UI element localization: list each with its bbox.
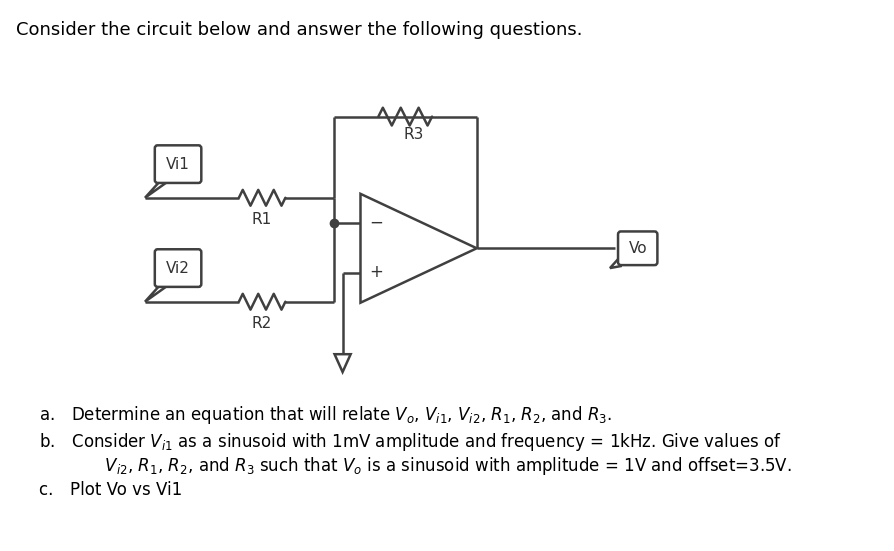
- FancyBboxPatch shape: [155, 145, 201, 183]
- Text: R1: R1: [252, 212, 273, 226]
- FancyBboxPatch shape: [618, 231, 657, 265]
- Text: c. Plot Vo vs Vi1: c. Plot Vo vs Vi1: [38, 481, 181, 499]
- Text: −: −: [369, 213, 384, 231]
- Text: a. Determine an equation that will relate $V_o$, $V_{i1}$, $V_{i2}$, $R_1$, $R_2: a. Determine an equation that will relat…: [38, 404, 611, 426]
- Text: $V_{i2}$, $R_1$, $R_2$, and $R_3$ such that $V_o$ is a sinusoid with amplitude =: $V_{i2}$, $R_1$, $R_2$, and $R_3$ such t…: [55, 455, 791, 477]
- Text: R2: R2: [252, 316, 273, 331]
- Text: Vi1: Vi1: [166, 156, 190, 171]
- Polygon shape: [145, 180, 170, 198]
- Polygon shape: [145, 284, 170, 302]
- Text: Vi2: Vi2: [166, 261, 190, 276]
- Text: Vo: Vo: [628, 241, 647, 256]
- Text: R3: R3: [404, 127, 425, 142]
- Text: Consider the circuit below and answer the following questions.: Consider the circuit below and answer th…: [16, 20, 583, 39]
- Text: b. Consider $V_{i1}$ as a sinusoid with 1mV amplitude and frequency = 1kHz. Give: b. Consider $V_{i1}$ as a sinusoid with …: [38, 431, 781, 453]
- Text: +: +: [369, 263, 384, 282]
- Polygon shape: [610, 256, 620, 268]
- FancyBboxPatch shape: [155, 249, 201, 287]
